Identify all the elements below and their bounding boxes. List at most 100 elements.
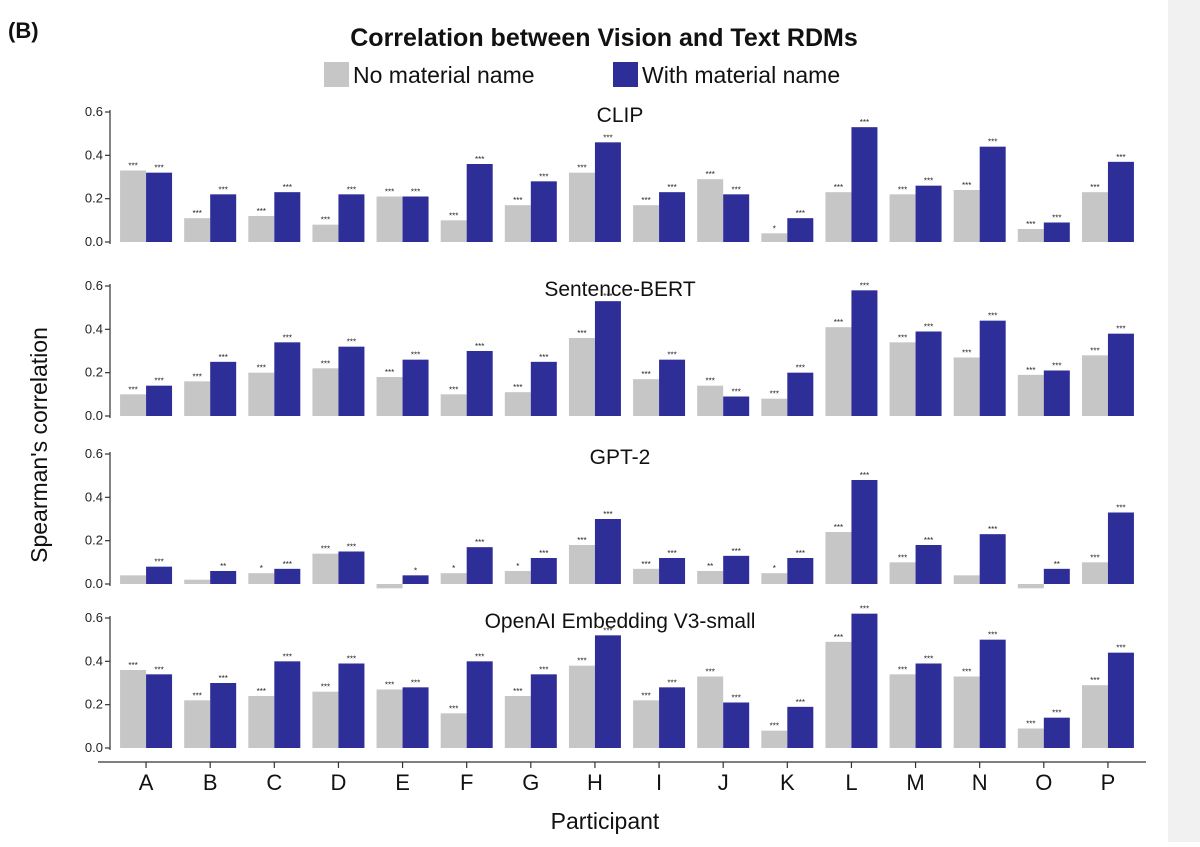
bar [851, 480, 878, 584]
significance-label: *** [834, 633, 843, 642]
bar [979, 146, 1006, 242]
bar [248, 216, 275, 242]
bar [120, 670, 147, 748]
bar [594, 519, 621, 584]
significance-label: *** [988, 525, 997, 534]
bar [274, 342, 301, 416]
significance-label: *** [1090, 183, 1099, 192]
significance-label: *** [667, 183, 676, 192]
bar [568, 545, 595, 584]
y-tick-label: 0.6 [85, 446, 103, 461]
y-tick-label: 0.4 [85, 321, 103, 336]
bar [530, 181, 557, 242]
significance-label: *** [706, 668, 715, 677]
bar [1017, 728, 1044, 748]
significance-label: *** [219, 185, 228, 194]
panel-title: GPT-2 [590, 446, 651, 469]
significance-label: *** [154, 164, 163, 173]
y-tick-label: 0.4 [85, 489, 103, 504]
bar [761, 730, 788, 748]
significance-label: *** [1026, 720, 1035, 729]
significance-label: *** [577, 657, 586, 666]
significance-label: *** [732, 547, 741, 556]
bar [248, 372, 275, 416]
significance-label: *** [1052, 709, 1061, 718]
bar [697, 571, 724, 584]
panel-title: Sentence-BERT [544, 278, 696, 301]
bar [274, 661, 301, 748]
bar [120, 394, 147, 416]
legend-label-0: No material name [353, 62, 535, 88]
x-tick-label: F [460, 770, 473, 795]
panel-2: GPT-20.00.20.40.6***** ******* ** ******* **… [85, 446, 1134, 591]
bar [568, 665, 595, 748]
bar [915, 545, 942, 584]
bar [1043, 222, 1070, 242]
bar [1017, 584, 1044, 589]
significance-label: *** [924, 177, 933, 186]
significance-label: *** [641, 691, 650, 700]
x-tick-label: I [656, 770, 662, 795]
x-tick-label: B [203, 770, 218, 795]
bar [633, 205, 660, 242]
bar [697, 385, 724, 416]
significance-label: *** [706, 377, 715, 386]
significance-label: *** [962, 349, 971, 358]
bar [338, 346, 365, 416]
significance-label: *** [834, 318, 843, 327]
significance-label: *** [732, 694, 741, 703]
significance-label: *** [988, 312, 997, 321]
bar [1107, 333, 1134, 416]
significance-label: *** [475, 342, 484, 351]
significance-label: *** [128, 661, 137, 670]
bar [697, 179, 724, 242]
bar [440, 394, 467, 416]
bar [723, 396, 750, 416]
bar [338, 663, 365, 748]
y-tick-label: 0.0 [85, 576, 103, 591]
chart: (B) Correlation between Vision and Text … [8, 18, 1146, 834]
bar [1017, 374, 1044, 416]
significance-label: *** [513, 687, 522, 696]
significance-label: *** [411, 678, 420, 687]
y-tick-label: 0.6 [85, 610, 103, 625]
significance-label: *** [988, 138, 997, 147]
significance-label: *** [257, 687, 266, 696]
bar [504, 205, 531, 242]
bar [723, 194, 750, 242]
bar [787, 706, 814, 748]
bar [851, 613, 878, 748]
bar [440, 220, 467, 242]
y-tick-label: 0.4 [85, 147, 103, 162]
significance-label: *** [385, 681, 394, 690]
significance-label: *** [219, 674, 228, 683]
significance-label: *** [834, 183, 843, 192]
bar [594, 301, 621, 416]
bar [440, 713, 467, 748]
significance-label: *** [1052, 362, 1061, 371]
bar [146, 385, 173, 416]
significance-label: ** [707, 562, 713, 571]
side-strip [1168, 0, 1200, 842]
significance-label: *** [924, 655, 933, 664]
x-tick-label: P [1101, 770, 1116, 795]
significance-label: *** [603, 292, 612, 301]
x-tick-label: K [780, 770, 795, 795]
bar [312, 224, 339, 242]
x-tick-label: H [587, 770, 603, 795]
bar [1081, 562, 1108, 584]
bar [633, 700, 660, 748]
bar [466, 164, 493, 242]
significance-label: *** [988, 631, 997, 640]
bar [761, 398, 788, 416]
bar [633, 379, 660, 416]
panel-label: (B) [8, 18, 39, 43]
bar [312, 368, 339, 416]
significance-label: *** [924, 536, 933, 545]
significance-label: ** [220, 562, 226, 571]
bar [466, 661, 493, 748]
significance-label: *** [128, 385, 137, 394]
bar [889, 342, 916, 416]
